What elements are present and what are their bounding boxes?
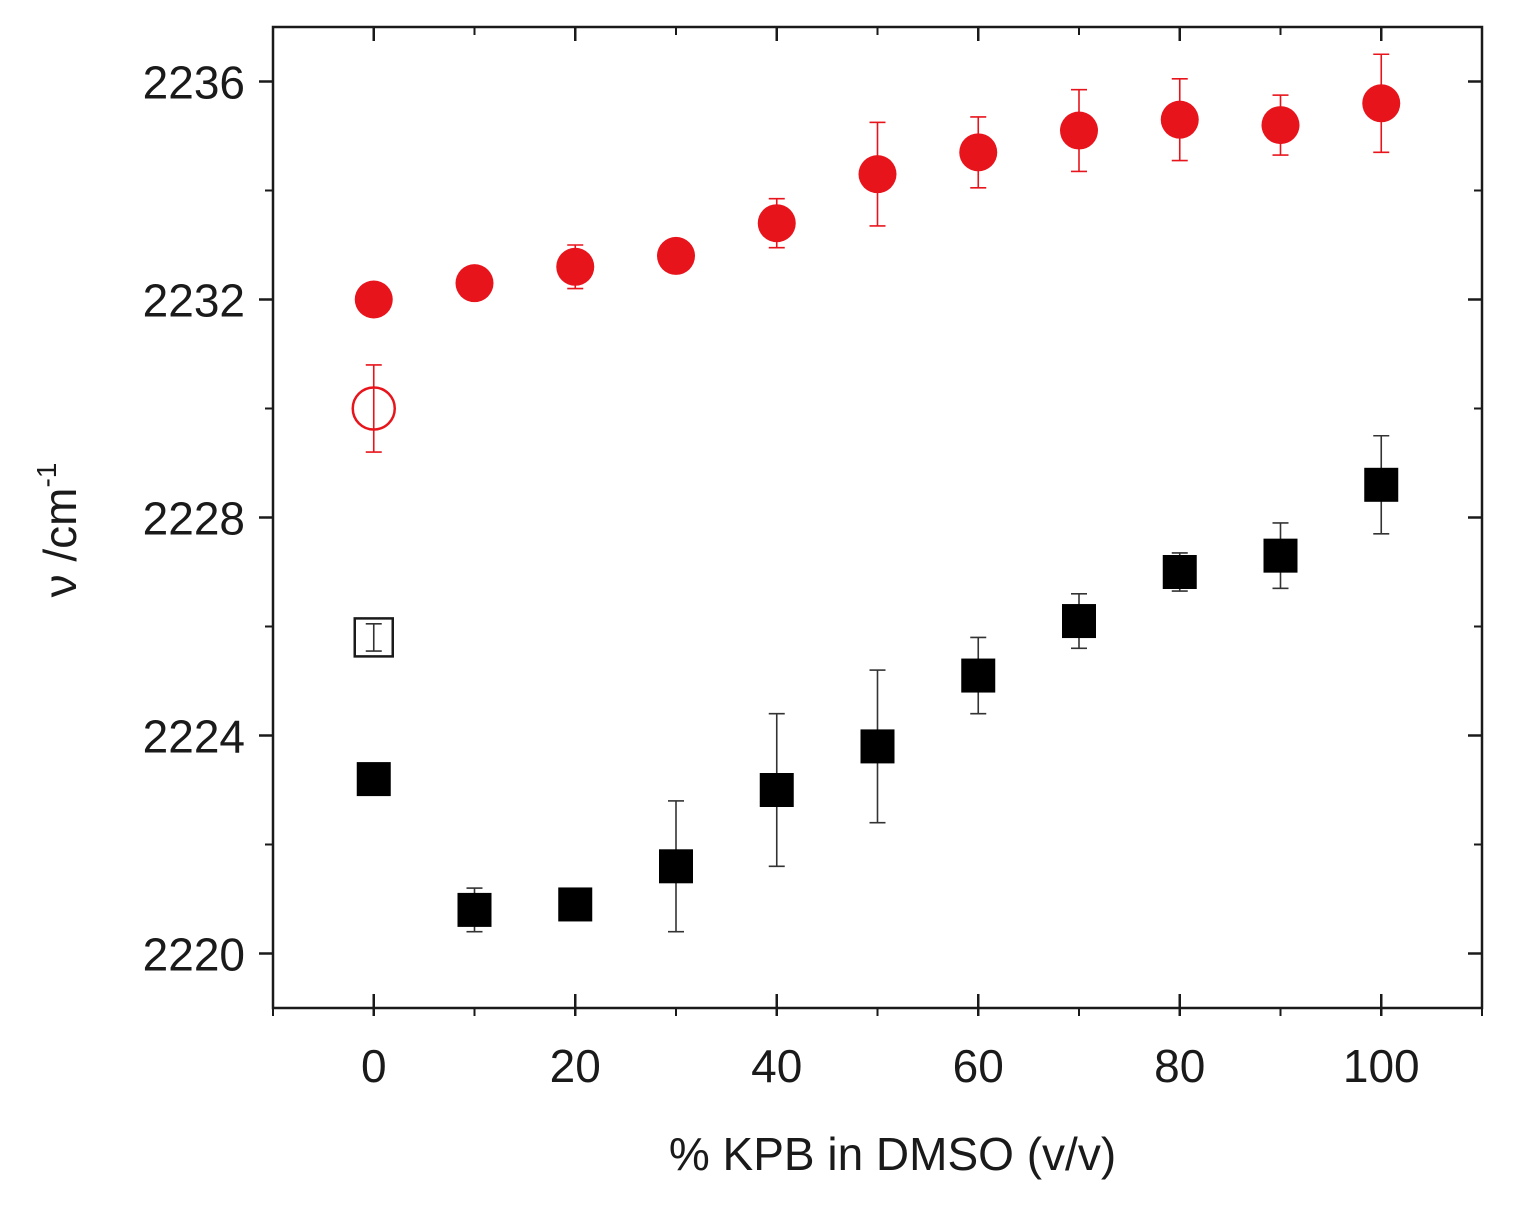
x-tick-label: 100 — [1343, 1040, 1420, 1092]
data-point — [659, 849, 693, 884]
data-point — [1162, 555, 1197, 589]
data-point — [1364, 467, 1399, 502]
y-axis-title-superscript: -1 — [31, 463, 62, 488]
x-tick-label: 0 — [361, 1040, 387, 1092]
x-axis-title: % KPB in DMSO (v/v) — [669, 1128, 1116, 1180]
y-tick-label: 2232 — [143, 275, 245, 327]
y-tick-label: 2236 — [143, 57, 245, 109]
data-point — [657, 236, 695, 275]
x-tick-label: 20 — [550, 1040, 601, 1092]
series-black-filled-squares — [356, 434, 1399, 933]
data-point — [1060, 111, 1098, 150]
axis-labels: % KPB in DMSO (v/v) ν /cm-1 0 20 40 60 80 100… — [31, 57, 1420, 1181]
axes — [259, 25, 1484, 1016]
x-tick-label: 80 — [1154, 1040, 1205, 1092]
series-red-open-circle — [351, 364, 396, 453]
data-point — [1362, 84, 1401, 123]
data-point — [351, 386, 396, 431]
x-tick-label: 40 — [751, 1040, 802, 1092]
y-axis-title: ν /cm-1 — [31, 463, 86, 598]
data-point — [1160, 100, 1199, 139]
data-point — [1263, 538, 1298, 573]
y-tick-label: 2224 — [143, 711, 245, 763]
y-tick-label: 2228 — [143, 493, 245, 545]
data-point — [959, 133, 998, 172]
data-point — [961, 658, 996, 693]
data-point — [354, 280, 393, 319]
data-point — [860, 729, 895, 764]
data-point — [1062, 604, 1096, 639]
data-point — [356, 762, 391, 797]
data-point — [757, 204, 796, 243]
data-point — [558, 887, 593, 922]
x-tick-label: 60 — [953, 1040, 1004, 1092]
y-tick-label: 2220 — [143, 929, 245, 981]
data-point — [455, 264, 494, 303]
data-point — [556, 247, 595, 286]
data-point — [353, 617, 394, 658]
data-point — [1261, 106, 1300, 145]
data-point — [759, 773, 794, 807]
series-red-filled-circles — [354, 53, 1401, 319]
data-point — [457, 892, 492, 927]
data-point — [858, 155, 897, 194]
data-marks — [351, 53, 1401, 933]
y-axis-title-main: ν /cm — [34, 488, 86, 598]
series-black-open-square — [353, 617, 394, 658]
